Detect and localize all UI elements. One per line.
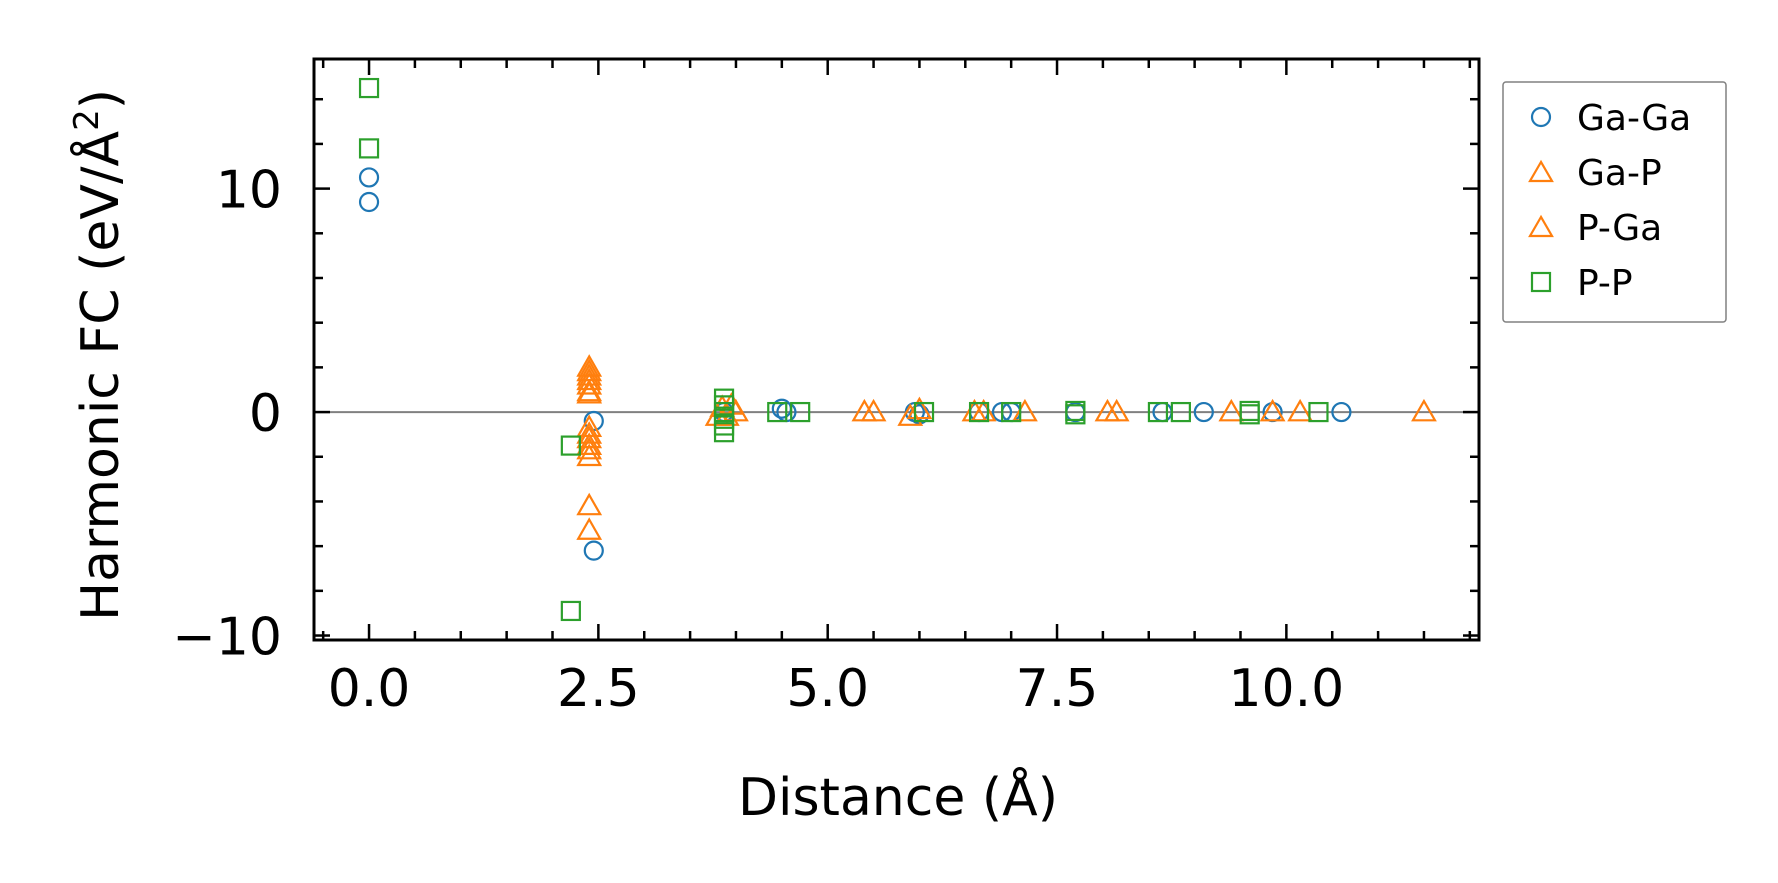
legend-item-ga-ga: Ga-Ga bbox=[1530, 98, 1691, 139]
point-p-p bbox=[1147, 401, 1169, 423]
point-p-p bbox=[1308, 401, 1329, 423]
legend-box bbox=[1502, 81, 1727, 323]
point-p-p bbox=[913, 401, 935, 423]
point-ga-p bbox=[1218, 398, 1245, 422]
point-ga-ga bbox=[1331, 401, 1352, 423]
y-axis-label-main: Harmonic FC (eV/Å bbox=[69, 130, 131, 621]
point-p-p bbox=[767, 401, 788, 423]
point-p-ga bbox=[576, 378, 603, 402]
axis-tick-labels: 0.0 2.5 5.0 7.5 10.0 −10 0 10 bbox=[172, 161, 1344, 719]
legend-marker-p-p bbox=[1530, 271, 1552, 293]
point-p-p bbox=[1065, 404, 1086, 425]
point-p-p bbox=[713, 422, 735, 443]
y-axis-label: Harmonic FC (eV/Å2) bbox=[67, 89, 131, 621]
point-p-p bbox=[560, 435, 581, 456]
point-p-p bbox=[1001, 401, 1022, 423]
point-ga-p bbox=[1411, 398, 1437, 422]
point-ga-p bbox=[860, 398, 887, 422]
point-ga-p bbox=[576, 517, 603, 540]
point-ga-p bbox=[576, 492, 603, 516]
point-p-p bbox=[560, 600, 581, 622]
legend-marker-ga-ga bbox=[1530, 106, 1552, 128]
legend-marker-p-ga bbox=[1528, 214, 1554, 238]
legend-label-p-ga: P-Ga bbox=[1577, 208, 1662, 249]
legend-label-ga-ga: Ga-Ga bbox=[1577, 98, 1691, 139]
point-p-ga bbox=[576, 421, 603, 444]
y-tick-label: −10 bbox=[172, 608, 282, 668]
point-p-p bbox=[790, 401, 811, 423]
legend-label-p-p: P-P bbox=[1577, 263, 1633, 304]
x-tick-label: 7.5 bbox=[1016, 659, 1099, 719]
point-ga-p bbox=[576, 372, 603, 395]
x-tick-label: 5.0 bbox=[786, 659, 869, 719]
point-p-ga bbox=[576, 432, 603, 455]
legend-marker-ga-p bbox=[1528, 159, 1554, 183]
legend-item-p-p: P-P bbox=[1530, 263, 1633, 304]
legend-item-ga-p: Ga-P bbox=[1528, 153, 1662, 194]
x-tick-label: 0.0 bbox=[328, 659, 411, 719]
point-ga-ga bbox=[583, 540, 604, 561]
point-p-p bbox=[358, 77, 380, 99]
y-axis-label-close: ) bbox=[71, 89, 131, 109]
x-axis-label: Distance (Å) bbox=[738, 766, 1058, 828]
data-markers bbox=[358, 77, 1437, 622]
point-p-p bbox=[1170, 401, 1191, 423]
point-p-ga bbox=[1259, 398, 1286, 422]
point-p-p bbox=[1239, 404, 1260, 425]
legend-item-p-ga: P-Ga bbox=[1528, 208, 1662, 249]
y-axis-label-superscript: 2 bbox=[67, 109, 107, 131]
x-tick-label: 2.5 bbox=[557, 659, 640, 719]
point-ga-ga bbox=[358, 191, 380, 213]
point-p-ga bbox=[576, 367, 603, 391]
point-ga-ga bbox=[1193, 401, 1214, 423]
point-ga-p bbox=[1103, 398, 1130, 422]
point-p-p bbox=[968, 401, 990, 423]
legend: Ga-Ga Ga-P P-Ga P-P bbox=[1502, 81, 1727, 323]
y-tick-label: 0 bbox=[249, 384, 282, 444]
plot-frame bbox=[312, 57, 1481, 642]
x-tick-label: 10.0 bbox=[1228, 659, 1344, 719]
point-ga-ga bbox=[358, 167, 380, 188]
y-tick-label: 10 bbox=[216, 161, 282, 221]
point-p-ga bbox=[576, 443, 603, 467]
legend-label-ga-p: Ga-P bbox=[1577, 153, 1662, 194]
point-ga-p bbox=[576, 436, 603, 460]
point-ga-p bbox=[1287, 398, 1314, 422]
point-ga-p bbox=[576, 380, 603, 404]
point-p-p bbox=[358, 138, 380, 159]
